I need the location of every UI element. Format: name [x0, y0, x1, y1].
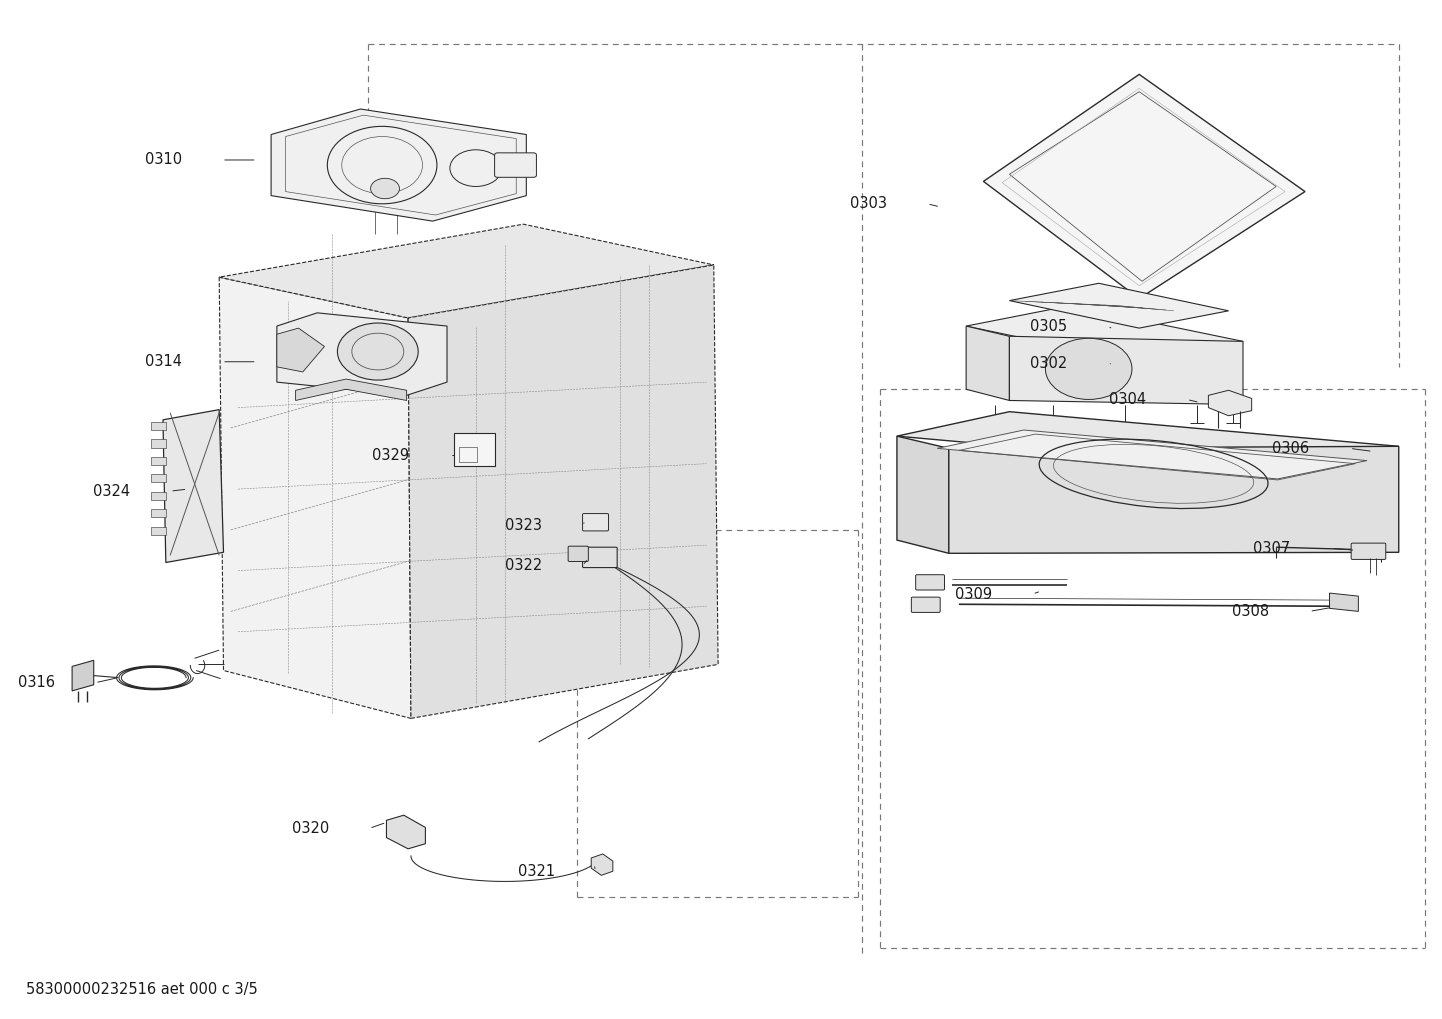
- Polygon shape: [219, 224, 714, 318]
- FancyBboxPatch shape: [495, 153, 536, 177]
- Bar: [151, 457, 166, 465]
- Text: 0320: 0320: [291, 821, 329, 836]
- Circle shape: [371, 178, 399, 199]
- Text: 0322: 0322: [505, 558, 542, 573]
- Text: 0306: 0306: [1272, 441, 1309, 455]
- Polygon shape: [277, 313, 447, 395]
- Polygon shape: [1330, 593, 1358, 611]
- Text: 0307: 0307: [1253, 541, 1291, 555]
- Polygon shape: [271, 109, 526, 221]
- Polygon shape: [1009, 336, 1243, 405]
- Circle shape: [337, 323, 418, 380]
- Bar: [151, 422, 166, 430]
- FancyBboxPatch shape: [1351, 543, 1386, 559]
- Circle shape: [1045, 338, 1132, 399]
- Bar: [151, 492, 166, 500]
- Text: 0305: 0305: [1030, 319, 1067, 333]
- Text: 0304: 0304: [1109, 392, 1146, 407]
- Polygon shape: [937, 430, 1367, 479]
- Text: 0316: 0316: [17, 676, 55, 690]
- Text: 0329: 0329: [372, 448, 410, 463]
- FancyBboxPatch shape: [583, 514, 609, 531]
- Bar: [151, 510, 166, 518]
- Polygon shape: [296, 379, 407, 400]
- Polygon shape: [1208, 390, 1252, 416]
- Polygon shape: [949, 446, 1399, 553]
- Polygon shape: [897, 436, 949, 553]
- Text: 0303: 0303: [849, 197, 887, 211]
- Text: 0309: 0309: [955, 587, 992, 601]
- Polygon shape: [408, 265, 718, 718]
- Text: 0324: 0324: [92, 484, 130, 498]
- Text: 0321: 0321: [518, 864, 555, 878]
- Polygon shape: [966, 306, 1243, 362]
- Polygon shape: [163, 410, 224, 562]
- Polygon shape: [966, 326, 1009, 400]
- FancyBboxPatch shape: [583, 547, 617, 568]
- FancyBboxPatch shape: [454, 433, 495, 466]
- Text: 0310: 0310: [144, 153, 182, 167]
- Bar: [151, 527, 166, 535]
- Text: 0308: 0308: [1231, 604, 1269, 619]
- Polygon shape: [897, 412, 1399, 471]
- Polygon shape: [591, 854, 613, 875]
- Polygon shape: [72, 660, 94, 691]
- FancyBboxPatch shape: [916, 575, 945, 590]
- FancyBboxPatch shape: [568, 546, 588, 561]
- Polygon shape: [983, 74, 1305, 299]
- FancyBboxPatch shape: [911, 597, 940, 612]
- Text: 0314: 0314: [144, 355, 182, 369]
- Polygon shape: [1009, 283, 1229, 328]
- Text: 0302: 0302: [1030, 357, 1067, 371]
- Polygon shape: [219, 277, 411, 718]
- Text: 58300000232516 aet 000 c 3/5: 58300000232516 aet 000 c 3/5: [26, 981, 258, 997]
- Bar: [151, 439, 166, 447]
- Text: 0323: 0323: [505, 519, 542, 533]
- Bar: [151, 475, 166, 483]
- Polygon shape: [277, 328, 324, 372]
- Polygon shape: [386, 815, 425, 849]
